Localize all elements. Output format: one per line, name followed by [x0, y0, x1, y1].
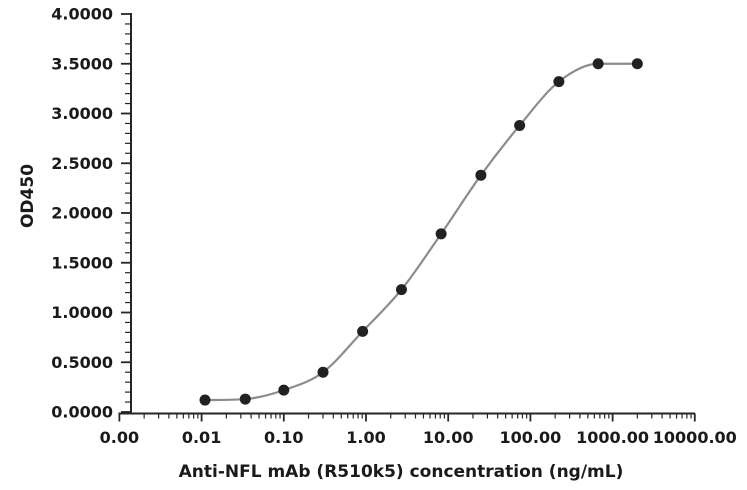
- data-point-marker: [435, 228, 447, 240]
- data-point-marker: [199, 394, 211, 406]
- axes: 0.0000 0.5000 1.0000 1.5000 2.0000 2.5000 3.00…: [51, 5, 737, 448]
- x-tick-label: 0.00: [100, 428, 139, 447]
- x-tick-label: 1.00: [346, 428, 385, 447]
- data-point-marker: [475, 169, 487, 181]
- y-axis-title: OD450: [18, 164, 38, 228]
- data-point-marker: [317, 366, 329, 378]
- y-tick-label: 3.0000: [51, 104, 113, 123]
- x-tick-label: 100.00: [500, 428, 562, 447]
- y-tick-label: 4.0000: [51, 5, 113, 24]
- data-point-marker: [395, 284, 407, 296]
- x-tick-label: 0.01: [182, 428, 221, 447]
- data-series: [199, 58, 643, 406]
- data-point-marker: [592, 58, 604, 70]
- data-point-marker: [357, 325, 369, 337]
- y-tick-label: 3.5000: [51, 54, 113, 73]
- data-point-marker: [553, 76, 565, 88]
- y-tick-label: 1.5000: [51, 253, 113, 272]
- fit-curve-line: [204, 62, 638, 402]
- x-tick-label: 1000.00: [576, 428, 649, 447]
- y-tick-label: 0.5000: [51, 353, 113, 372]
- y-tick-label: 1.0000: [51, 303, 113, 322]
- x-axis-title: Anti-NFL mAb (R510k5) concentration (ng/…: [179, 462, 624, 482]
- x-tick-label: 0.10: [264, 428, 303, 447]
- data-point-marker: [631, 58, 643, 70]
- data-point-marker: [239, 393, 251, 405]
- y-tick-label: 0.0000: [51, 403, 113, 422]
- x-tick-label: 10000.00: [653, 428, 737, 447]
- y-tick-label: 2.5000: [51, 154, 113, 173]
- y-tick-label: 2.0000: [51, 204, 113, 223]
- data-point-marker: [278, 384, 290, 396]
- x-tick-label: 10.00: [423, 428, 474, 447]
- data-point-marker: [514, 119, 526, 131]
